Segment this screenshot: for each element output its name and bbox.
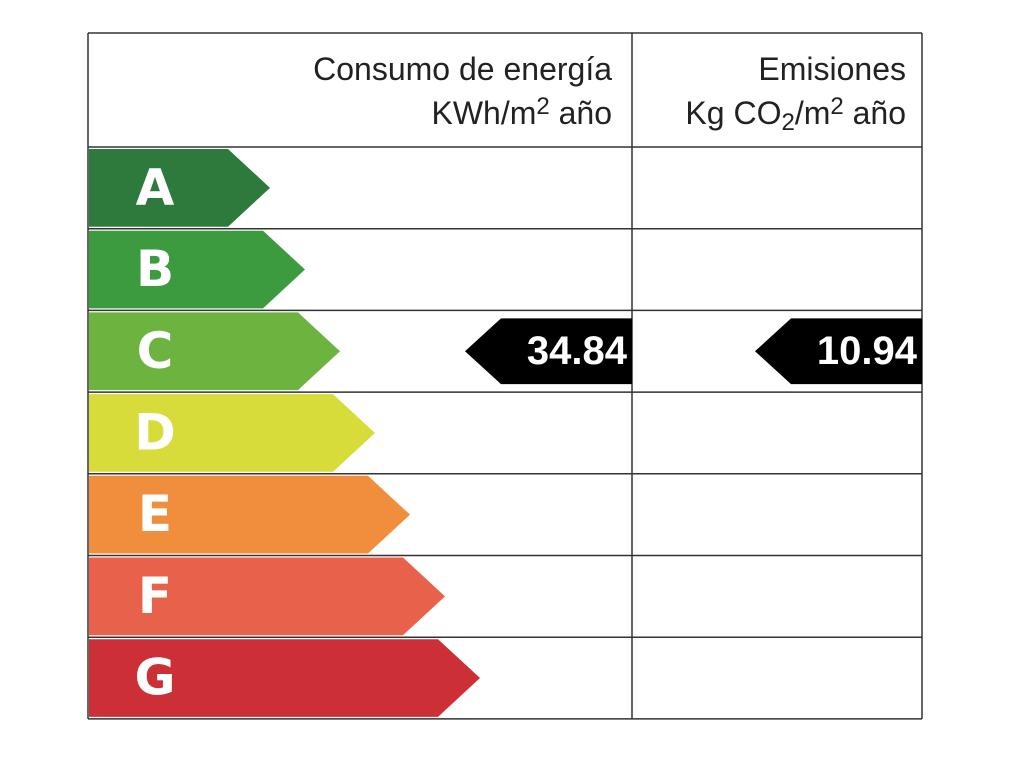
class-letter: E <box>138 485 172 543</box>
unit-part: 2 <box>830 93 843 120</box>
class-letter: A <box>136 158 175 216</box>
unit-part: KWh/m <box>431 95 536 131</box>
emissions-title: Emisiones <box>758 51 906 87</box>
unit-part: 2 <box>781 109 794 136</box>
class-arrow <box>89 475 410 554</box>
class-letter: C <box>137 322 174 380</box>
class-arrow <box>89 394 375 472</box>
class-letter: D <box>134 403 176 461</box>
class-letter: B <box>136 240 174 298</box>
unit-part: año <box>550 95 612 131</box>
class-letter: G <box>134 649 175 707</box>
class-arrow <box>89 557 445 636</box>
unit-part: 2 <box>536 93 549 120</box>
class-arrow <box>89 230 305 309</box>
unit-part: Kg CO <box>685 95 781 131</box>
unit-part: año <box>844 95 906 131</box>
class-arrow <box>89 149 270 227</box>
rating-tag <box>755 318 922 385</box>
class-arrow <box>89 639 480 717</box>
rating-value: 10.94 <box>817 329 918 373</box>
rating-value: 34.84 <box>527 329 628 373</box>
unit-part: /m <box>795 95 831 131</box>
rating-tag <box>465 318 632 385</box>
energy-unit: KWh/m2 año <box>431 93 612 131</box>
energy-title: Consumo de energía <box>313 51 612 87</box>
emissions-unit: Kg CO2/m2 año <box>685 93 906 136</box>
class-arrow <box>89 312 340 391</box>
class-letter: F <box>138 567 172 625</box>
